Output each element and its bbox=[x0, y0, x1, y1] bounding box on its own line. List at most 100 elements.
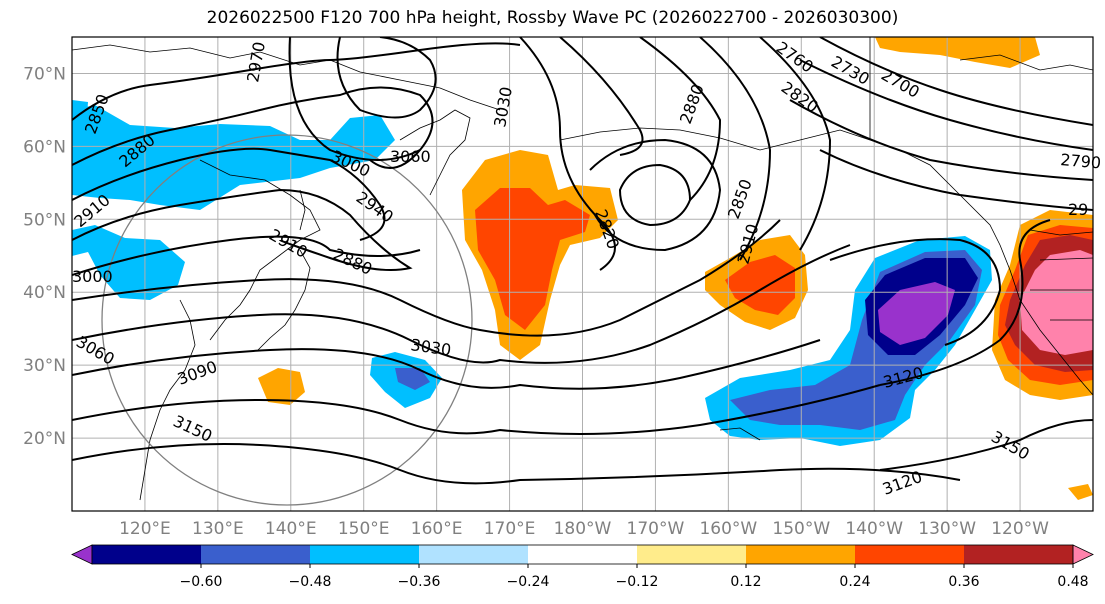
coastline bbox=[719, 427, 761, 441]
contour-label: 3090 bbox=[175, 357, 220, 389]
colorbar-bin bbox=[855, 545, 965, 564]
lon-tick-label: 150°E bbox=[338, 519, 390, 539]
height-contour bbox=[72, 339, 821, 390]
height-contour bbox=[72, 42, 521, 121]
anomaly-fill-positive bbox=[1068, 484, 1093, 500]
lon-tick-label: 120°W bbox=[991, 519, 1049, 539]
map-frame bbox=[71, 36, 1094, 512]
height-contour bbox=[559, 37, 644, 156]
height-contour bbox=[829, 238, 1002, 346]
contour-label: 3150 bbox=[170, 411, 215, 445]
contour-label: 2970 bbox=[243, 40, 269, 83]
colorbar-extend-min bbox=[71, 544, 93, 565]
lon-tick-label: 180°W bbox=[554, 519, 612, 539]
graticule bbox=[72, 37, 1093, 511]
contour-label: 3000 bbox=[72, 267, 113, 286]
height-contour bbox=[72, 443, 961, 485]
anomaly-fill-positive bbox=[258, 368, 305, 405]
colorbar-bin bbox=[419, 545, 529, 564]
height-contour bbox=[288, 37, 421, 161]
height-contour bbox=[879, 419, 1093, 471]
anomaly-fill-positive bbox=[475, 188, 590, 330]
height-contour bbox=[72, 86, 434, 169]
lon-tick-label: 160°E bbox=[411, 519, 463, 539]
height-contour bbox=[72, 244, 851, 364]
contour-label: 3120 bbox=[880, 467, 925, 499]
range-circle bbox=[101, 134, 473, 506]
anomaly-fill-positive bbox=[875, 37, 1040, 68]
colorbar-extend-max bbox=[1072, 544, 1094, 565]
height-contour bbox=[639, 37, 722, 201]
lat-tick-label: 50°N bbox=[23, 210, 66, 230]
height-contour bbox=[72, 188, 413, 272]
height-contour bbox=[699, 37, 772, 261]
contour-label: 2820 bbox=[778, 78, 822, 117]
contour-label: 2940 bbox=[353, 188, 397, 227]
lon-tick-label: 140°E bbox=[265, 519, 317, 539]
lat-tick-label: 60°N bbox=[23, 137, 66, 157]
lat-tick-label: 20°N bbox=[23, 429, 66, 449]
contour-label: 3030 bbox=[490, 85, 516, 128]
height-contour bbox=[72, 235, 421, 276]
height-contour bbox=[72, 384, 881, 435]
colorbar-bin bbox=[528, 545, 638, 564]
contour-label: 3060 bbox=[73, 332, 118, 369]
lon-tick-label: 170°E bbox=[484, 519, 536, 539]
colorbar: −0.60 −0.48 −0.36 −0.24 −0.12 0.12 0.24 0.36 0.4… bbox=[71, 544, 1094, 590]
contour-label: 2880 bbox=[676, 82, 708, 127]
coastline bbox=[257, 249, 311, 351]
colorbar-tick-label: −0.60 bbox=[180, 574, 223, 590]
colorbar-frame bbox=[91, 544, 1074, 565]
contour-label: 2790 bbox=[1060, 150, 1102, 172]
height-contour bbox=[789, 99, 1093, 181]
lon-tick-label: 160°W bbox=[699, 519, 757, 539]
coastline bbox=[1029, 229, 1093, 321]
coastline bbox=[559, 127, 871, 151]
height-contour bbox=[618, 163, 692, 227]
colorbar-tick-label: 0.24 bbox=[839, 574, 870, 590]
colorbar-tick-label: 0.36 bbox=[948, 574, 979, 590]
anomaly-fill-negative bbox=[395, 368, 430, 390]
anomaly-fill-negative bbox=[878, 282, 955, 345]
colorbar-bin bbox=[92, 545, 202, 564]
coastline bbox=[399, 109, 471, 196]
contour-label: 2880 bbox=[330, 244, 375, 278]
anomaly-fill-negative bbox=[72, 105, 395, 210]
coastline bbox=[959, 54, 1093, 71]
height-contour bbox=[336, 37, 437, 119]
height-contour bbox=[589, 138, 722, 252]
contour-layer bbox=[72, 37, 1093, 485]
colorbar-tick-label: −0.24 bbox=[507, 574, 550, 590]
lon-tick-label: 120°E bbox=[119, 519, 171, 539]
contour-label: 29 bbox=[1068, 200, 1088, 219]
coastline bbox=[869, 139, 1093, 396]
colorbar-tick-label: −0.12 bbox=[616, 574, 659, 590]
coastline-layer bbox=[72, 37, 1093, 501]
height-contour bbox=[519, 37, 616, 271]
height-contour bbox=[72, 219, 781, 337]
contour-label: 3030 bbox=[409, 335, 452, 359]
lat-tick-label: 70°N bbox=[23, 64, 66, 84]
height-contour bbox=[819, 149, 1093, 211]
contour-label: 2910 bbox=[266, 225, 311, 262]
colorbar-tick-label: 0.48 bbox=[1057, 574, 1088, 590]
contour-label: 3060 bbox=[390, 147, 431, 166]
coastline bbox=[299, 189, 306, 231]
contour-label: 2700 bbox=[878, 65, 923, 102]
height-contour bbox=[72, 147, 386, 241]
colorbar-tick-label: −0.48 bbox=[289, 574, 332, 590]
colorbar-bin bbox=[201, 545, 311, 564]
contour-label: 2760 bbox=[773, 38, 817, 77]
anomaly-fill-negative bbox=[72, 225, 185, 300]
colorbar-bin bbox=[964, 545, 1074, 564]
colorbar-tick-label: −0.36 bbox=[398, 574, 441, 590]
map-title: 2026022500 F120 700 hPa height, Rossby W… bbox=[206, 8, 899, 28]
height-contour bbox=[759, 37, 832, 251]
longitude-labels: 120°E 130°E 140°E 150°E 160°E 170°E 180°W 170°W… bbox=[119, 519, 1049, 539]
latitude-labels: 20°N 30°N 40°N 50°N 60°N 70°N bbox=[23, 64, 66, 449]
lat-tick-label: 30°N bbox=[23, 356, 66, 376]
contour-label: 3150 bbox=[988, 427, 1033, 464]
lon-tick-label: 170°W bbox=[627, 519, 685, 539]
colorbar-bin bbox=[310, 545, 420, 564]
colorbar-bin bbox=[746, 545, 856, 564]
